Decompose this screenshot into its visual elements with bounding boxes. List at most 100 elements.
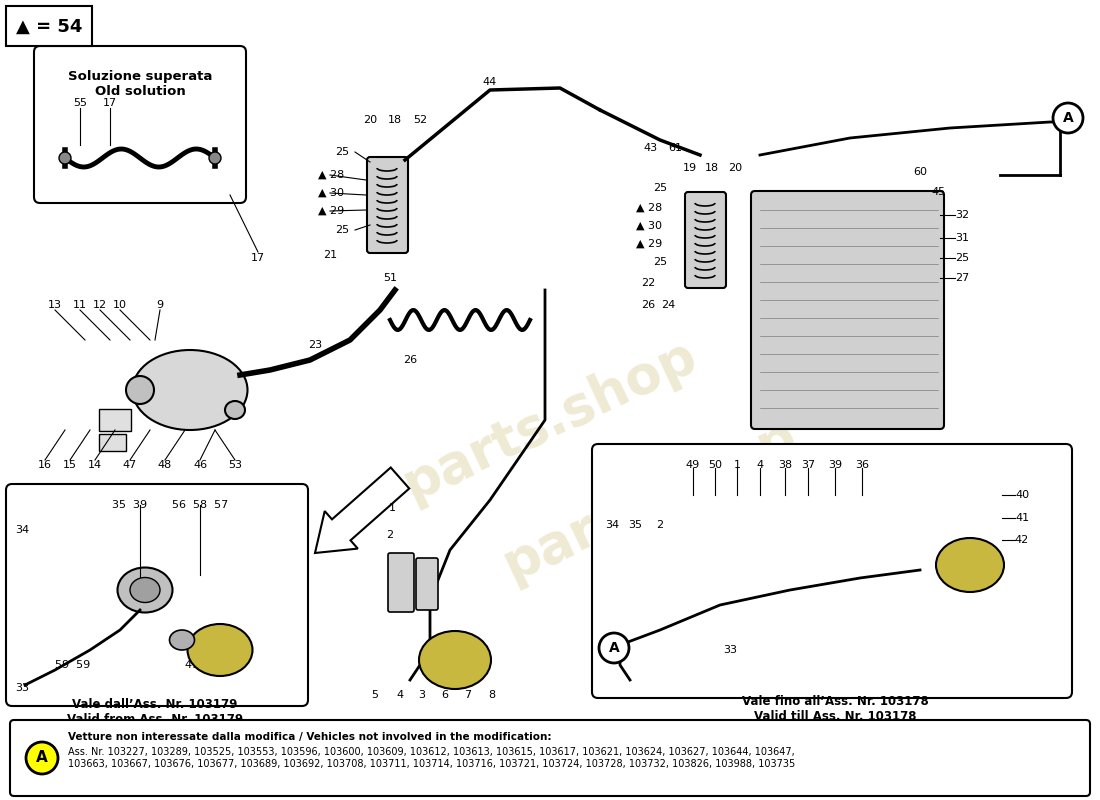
Text: 44: 44 [483,77,497,87]
Circle shape [59,152,72,164]
Text: 43: 43 [642,143,657,153]
Text: 2: 2 [657,520,663,530]
Text: 1: 1 [388,503,396,513]
Text: 45: 45 [931,187,945,197]
Text: 39: 39 [828,460,843,470]
Text: 55: 55 [73,98,87,108]
Text: 48: 48 [158,460,172,470]
Text: 21: 21 [323,250,337,260]
Text: 23: 23 [308,340,322,350]
Text: 22: 22 [641,278,656,288]
Ellipse shape [118,567,173,613]
Text: 19: 19 [683,163,697,173]
Ellipse shape [126,376,154,404]
Text: 24: 24 [661,300,675,310]
Text: 51: 51 [383,273,397,283]
Text: 34: 34 [605,520,619,530]
Text: A: A [1063,111,1074,125]
Text: ▲ = 54: ▲ = 54 [15,18,82,36]
Text: 14: 14 [88,460,102,470]
Text: 32: 32 [955,210,969,220]
Text: Vale fino all’Ass. Nr. 103178
Valid till Ass. Nr. 103178: Vale fino all’Ass. Nr. 103178 Valid till… [741,695,928,723]
Text: 18: 18 [705,163,719,173]
Text: 4: 4 [757,460,763,470]
Text: 3: 3 [418,690,426,700]
Ellipse shape [130,578,159,602]
FancyBboxPatch shape [99,434,127,451]
Text: 49: 49 [686,460,700,470]
Text: 33: 33 [15,683,29,693]
Text: 6: 6 [441,690,449,700]
FancyBboxPatch shape [751,191,944,429]
FancyBboxPatch shape [592,444,1072,698]
Text: 4: 4 [396,690,404,700]
Text: 17: 17 [103,98,117,108]
Text: 25: 25 [334,225,349,235]
Text: 53: 53 [228,460,242,470]
Text: 2: 2 [386,530,394,540]
Ellipse shape [936,538,1004,592]
Text: 20: 20 [728,163,743,173]
Text: 56  58  57: 56 58 57 [172,500,228,510]
Circle shape [600,633,629,663]
Text: ▲ 28: ▲ 28 [636,203,662,213]
Text: ▲ 30: ▲ 30 [636,221,662,231]
Text: parts.shop: parts.shop [495,409,805,591]
Text: 46: 46 [192,460,207,470]
Text: 20: 20 [363,115,377,125]
Text: 61: 61 [668,143,682,153]
FancyBboxPatch shape [6,484,308,706]
Text: Ass. Nr. 103227, 103289, 103525, 103553, 103596, 103600, 103609, 103612, 103613,: Ass. Nr. 103227, 103289, 103525, 103553,… [68,747,795,769]
Text: 1: 1 [734,460,740,470]
Text: 13: 13 [48,300,62,310]
Text: 38: 38 [778,460,792,470]
Text: 9: 9 [156,300,164,310]
Text: parts.shop: parts.shop [595,489,905,671]
FancyBboxPatch shape [388,553,414,612]
Text: ▲ 30: ▲ 30 [318,188,344,198]
Text: 52: 52 [412,115,427,125]
Text: 47: 47 [123,460,138,470]
FancyBboxPatch shape [10,720,1090,796]
Text: ▲ 29: ▲ 29 [318,206,344,216]
Text: 25: 25 [653,183,667,193]
Text: 33: 33 [723,645,737,655]
Circle shape [26,742,58,774]
Ellipse shape [187,624,253,676]
Text: Soluzione superata
Old solution: Soluzione superata Old solution [68,70,212,98]
Text: 35  39: 35 39 [112,500,147,510]
FancyBboxPatch shape [367,157,408,253]
Text: A: A [36,750,48,766]
Text: 10: 10 [113,300,127,310]
Text: parts.shop: parts.shop [395,329,705,511]
FancyBboxPatch shape [34,46,246,203]
FancyArrow shape [315,467,409,553]
Text: 26: 26 [403,355,417,365]
Text: 11: 11 [73,300,87,310]
Text: A: A [608,641,619,655]
Ellipse shape [132,350,248,430]
Text: 25: 25 [334,147,349,157]
Text: 36: 36 [855,460,869,470]
Text: 35: 35 [628,520,642,530]
Ellipse shape [226,401,245,419]
Text: 42: 42 [1015,535,1030,545]
Text: 37: 37 [801,460,815,470]
Text: 40: 40 [1015,490,1030,500]
Circle shape [1053,103,1084,133]
Text: 8: 8 [488,690,496,700]
Text: 17: 17 [251,253,265,263]
Text: 7: 7 [464,690,472,700]
Text: ▲ 28: ▲ 28 [318,170,344,180]
FancyBboxPatch shape [416,558,438,610]
Text: 18: 18 [388,115,403,125]
Text: 34: 34 [15,525,29,535]
Text: 41  42: 41 42 [185,660,220,670]
Text: ▲ 29: ▲ 29 [636,239,662,249]
Text: 26: 26 [641,300,656,310]
Text: 31: 31 [955,233,969,243]
Text: 50: 50 [708,460,722,470]
Circle shape [209,152,221,164]
FancyBboxPatch shape [685,192,726,288]
Text: 5: 5 [372,690,378,700]
